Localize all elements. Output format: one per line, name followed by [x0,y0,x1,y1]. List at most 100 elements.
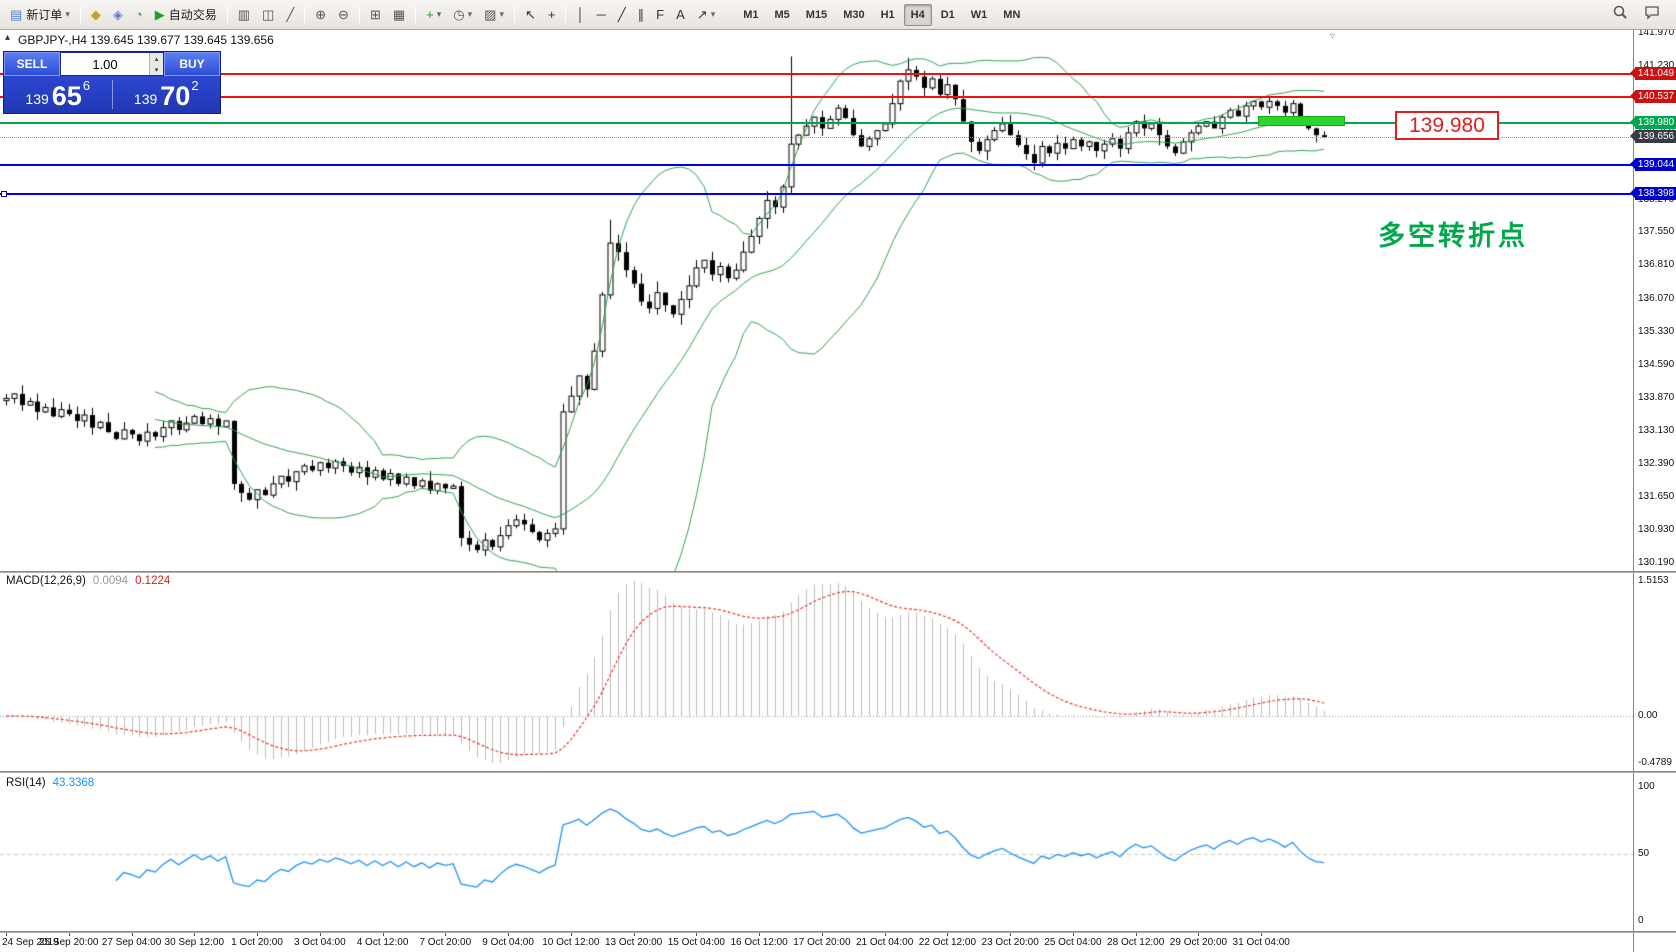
macd-value-1: 0.0094 [92,575,129,587]
time-axis-label: 23 Oct 20:00 [981,937,1039,948]
turning-point-annotation[interactable]: 多空转折点 [1378,221,1528,251]
cascade-windows-button[interactable]: ▦ [388,3,410,27]
price-callout-label[interactable]: 139.980 [1395,111,1499,140]
horizontal-line-icon: ─ [596,7,606,22]
symbol-ohlc-header: GBPJPY-,H4 139.645 139.677 139.645 139.6… [18,33,274,47]
channel-button[interactable]: ∥ [633,3,650,27]
profiles-button[interactable]: ◈ [108,3,128,27]
line-chart-button[interactable]: ╱ [281,3,299,27]
fibonacci-button[interactable]: F [651,3,669,27]
macd-panel-canvas[interactable] [0,573,1633,771]
chat-button[interactable] [1639,3,1665,27]
lot-size-field[interactable]: 1.00 ▴ ▾ [60,52,164,76]
time-tick [194,933,196,936]
period-button-dropdown[interactable]: ▾ [467,9,473,19]
time-tick [570,933,572,936]
timeframe-w1[interactable]: W1 [970,8,988,21]
ask-price-display: 139 70 2 [113,76,221,113]
green-support-line[interactable] [0,121,1633,124]
time-tick [696,933,698,936]
new-order-button[interactable]: ▤ 新订单 ▾ [5,3,75,27]
timeframe-h4[interactable]: H4 [903,3,932,26]
one-click-panel-toggle[interactable]: ▴ [5,32,11,43]
horizontal-line-button[interactable]: ─ [592,3,611,27]
timeframe-mn[interactable]: MN [1003,8,1021,21]
templates-icon: ▨ [484,7,497,22]
time-tick [508,933,510,936]
buy-button[interactable]: BUY [164,52,220,76]
time-axis-label: 25 Sep 20:00 [39,937,99,948]
time-axis-label: 3 Oct 04:00 [293,937,346,948]
lot-decrease-button[interactable]: ▾ [150,64,163,75]
tile-windows-button[interactable]: ⊞ [365,3,386,27]
time-axis-label: 13 Oct 20:00 [604,937,663,948]
trade-panel-prices: 139 65 6 139 70 2 [4,76,220,113]
resistance-line-1[interactable] [0,73,1633,76]
time-axis-label: 7 Oct 20:00 [419,937,472,948]
sell-button[interactable]: SELL [4,52,60,76]
resistance-line-2[interactable] [0,96,1633,99]
expert-advisors-button[interactable]: ◆ [86,3,106,27]
zoom-in-button[interactable]: ⊕ [310,3,331,27]
time-axis[interactable]: 24 Sep 2019 25 Sep 20:00 27 Sep 04:00 30 Se… [0,933,1633,952]
timeframe-h1[interactable]: H1 [880,8,895,21]
chart-shift-marker[interactable]: ▿ [1330,31,1336,42]
macd-panel-separator[interactable] [0,571,1676,573]
autotrading-button[interactable]: ▶ 自动交易 [150,3,222,27]
templates-button[interactable]: ▨ ▾ [479,3,509,27]
time-axis-label: 21 Oct 04:00 [855,937,914,948]
cursor-button[interactable]: ↖ [520,3,541,27]
arrows-tool-button-dropdown[interactable]: ▾ [710,9,716,19]
period-button[interactable]: ◷ ▾ [448,3,477,27]
bid-line[interactable] [0,136,1633,138]
crosshair-button[interactable]: + [543,3,561,27]
resistance-1-badge-arrow [1630,68,1635,79]
price-tick-label: 134.590 [1638,359,1675,371]
timeframe-m30[interactable]: M30 [843,8,865,21]
lot-size-value[interactable]: 1.00 [92,56,118,72]
text-tool-button[interactable]: A [671,3,690,27]
trendline-button[interactable]: ╱ [613,3,631,27]
arrows-tool-button[interactable]: ↗ ▾ [692,3,720,27]
price-tick-label: 135.330 [1638,325,1675,337]
alerts-button[interactable]: ◔ [130,3,148,27]
candlestick-chart-button[interactable]: ◫ [257,3,279,27]
price-divider [111,80,113,109]
search-button[interactable] [1607,3,1633,27]
price-tick-label: 141.970 [1638,27,1675,38]
line-chart-icon: ╱ [286,7,295,22]
templates-button-dropdown[interactable]: ▾ [499,9,504,19]
main-chart-canvas[interactable] [0,30,1633,571]
new-chart-button-dropdown[interactable]: ▾ [436,9,442,19]
timeframe-m1[interactable]: M1 [743,8,759,21]
vertical-line-button[interactable]: │ [571,3,589,27]
price-tick-label: 130.930 [1638,523,1675,535]
green-level-badge-arrow [1630,116,1635,127]
timeframe-m5[interactable]: M5 [774,8,790,21]
rsi-panel-separator[interactable] [0,771,1676,773]
time-axis-label: 31 Oct 04:00 [1232,937,1290,948]
new-chart-button[interactable]: + ▾ [421,3,446,27]
new-order-icon: ▤ [10,7,23,22]
support-line-2[interactable] [0,192,1633,195]
macd-label: MACD(12,26,9) [6,575,86,587]
new-order-button-dropdown[interactable]: ▾ [65,9,70,19]
rsi-panel-canvas[interactable] [0,773,1633,931]
lot-increase-button[interactable]: ▴ [150,53,163,64]
bid-price-badge: 139.656 [1630,130,1676,144]
timeframe-m15[interactable]: M15 [805,8,828,21]
resistance-2-badge: 140.537 [1630,90,1676,104]
timeframe-d1[interactable]: D1 [940,8,955,21]
zoom-out-button[interactable]: ⊖ [333,3,354,27]
support-line-1[interactable] [0,163,1633,166]
bar-chart-button[interactable]: ▥ [233,3,255,27]
green-highlight-rect[interactable] [1258,115,1345,127]
support-2-badge-arrow [1630,187,1635,198]
macd-axis-label: 0.00 [1638,710,1658,722]
bar-chart-icon: ▥ [237,7,251,22]
line-handle[interactable] [1,190,7,197]
price-tick-label: 141.230 [1638,60,1675,72]
price-axis[interactable]: 141.970141.230140.490139.750139.010138.2… [1630,27,1676,952]
alerts-icon: ◔ [134,7,143,22]
price-tick-label: 137.550 [1638,225,1675,237]
